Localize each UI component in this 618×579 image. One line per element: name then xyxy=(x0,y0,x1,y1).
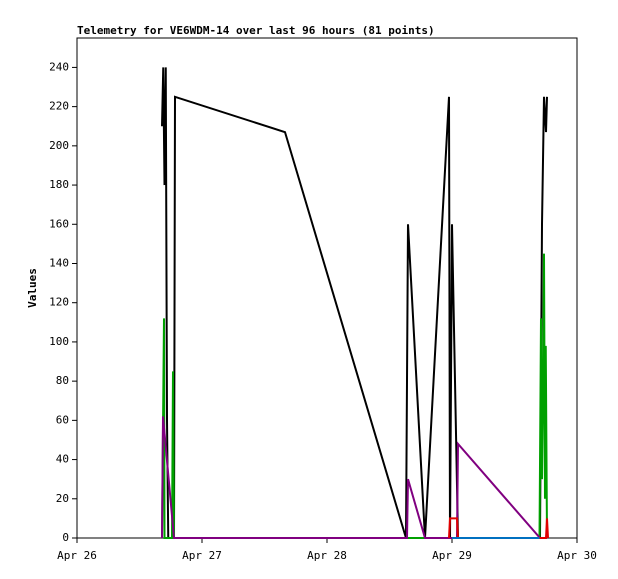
y-tick-label: 220 xyxy=(49,100,69,113)
y-tick-label: 140 xyxy=(49,256,69,269)
x-tick-label: Apr 26 xyxy=(57,549,97,562)
y-tick-label: 80 xyxy=(56,374,69,387)
y-tick-label: 100 xyxy=(49,335,69,348)
y-tick-label: 60 xyxy=(56,413,69,426)
series-line xyxy=(161,253,548,539)
y-tick-label: 0 xyxy=(62,531,69,544)
y-tick-label: 40 xyxy=(56,453,69,466)
x-tick-label: Apr 30 xyxy=(557,549,597,562)
series-line xyxy=(161,416,547,539)
y-tick-label: 160 xyxy=(49,217,69,230)
x-tick-label: Apr 28 xyxy=(307,549,347,562)
x-tick-label: Apr 29 xyxy=(432,549,472,562)
y-tick-label: 200 xyxy=(49,139,69,152)
y-tick-label: 240 xyxy=(49,60,69,73)
x-tick-label: Apr 27 xyxy=(182,549,222,562)
chart-title: Telemetry for VE6WDM-14 over last 96 hou… xyxy=(77,24,435,37)
y-tick-label: 180 xyxy=(49,178,69,191)
y-tick-label: 20 xyxy=(56,492,69,505)
plot-area xyxy=(76,37,578,539)
y-tick-label: 120 xyxy=(49,296,69,309)
y-axis-label: Values xyxy=(26,268,39,308)
